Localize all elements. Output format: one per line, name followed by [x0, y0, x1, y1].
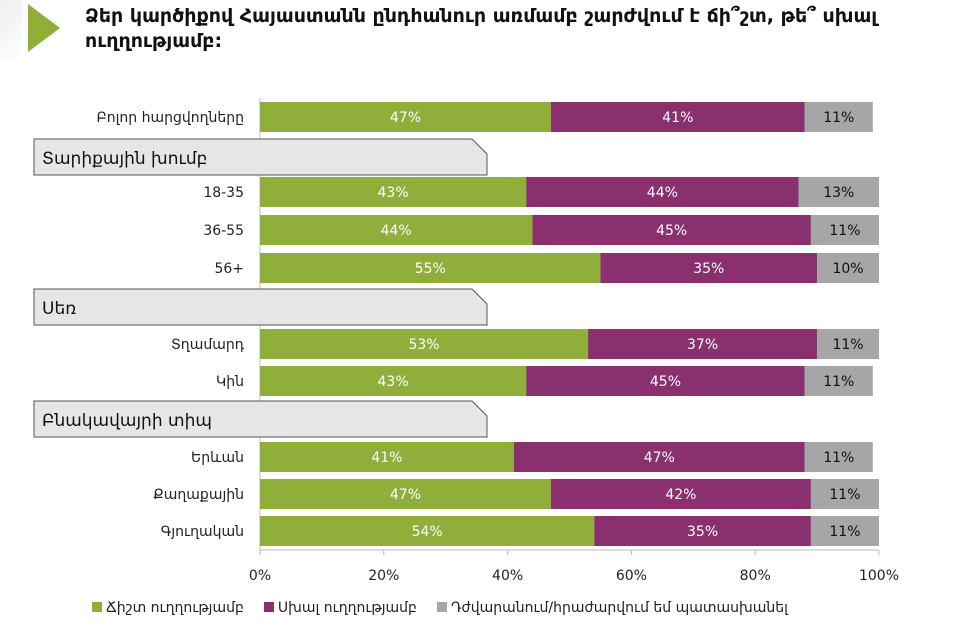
- bar-segment: [550, 102, 805, 132]
- data-label: 11%: [829, 223, 860, 239]
- legend-swatch: [436, 602, 447, 612]
- bar-segment: [260, 329, 589, 359]
- legend-item: Սխալ ուղղությամբ: [263, 600, 417, 616]
- chart-title: Ձեր կարծիքով Հայաստանն ընդհանուր առմամբ …: [85, 5, 878, 52]
- data-label: 44%: [647, 185, 678, 201]
- row-label: Երևան: [191, 450, 244, 466]
- bar-segment: [588, 329, 818, 359]
- data-label: 11%: [823, 374, 854, 390]
- x-tick-label: 0%: [249, 568, 271, 584]
- data-label: 11%: [829, 487, 860, 503]
- bar-segment: [260, 516, 595, 546]
- legend-item: Դժվարանում/հրաժարվում եմ պատասխանել: [436, 600, 788, 616]
- legend: Ճիշտ ուղղությամբ Սխալ ուղղությամբ Դժվարանո…: [92, 600, 788, 616]
- bar-segment: [810, 516, 879, 546]
- x-tick-label: 100%: [859, 568, 899, 584]
- data-label: 35%: [693, 261, 724, 277]
- row-label: Կին: [216, 374, 244, 390]
- bar-segment: [594, 516, 811, 546]
- data-label: 54%: [412, 524, 443, 540]
- section-header: [33, 288, 488, 326]
- bar-segment: [804, 366, 873, 396]
- data-label: 10%: [832, 261, 863, 277]
- data-label: 55%: [415, 261, 446, 277]
- row-label: 56+: [214, 261, 244, 277]
- x-tick-label: 60%: [616, 568, 647, 584]
- section-header: [33, 400, 488, 438]
- data-label: 41%: [371, 450, 402, 466]
- section-header: [33, 138, 488, 176]
- bar-segment: [526, 366, 805, 396]
- data-label: 53%: [408, 337, 439, 353]
- bar-segment: [260, 479, 551, 509]
- bar-segment: [260, 102, 551, 132]
- data-label: 43%: [378, 185, 409, 201]
- data-label: 11%: [823, 450, 854, 466]
- data-label: 13%: [823, 185, 854, 201]
- bar-segment: [810, 479, 879, 509]
- bar-segment: [804, 102, 873, 132]
- bar-segment: [817, 329, 879, 359]
- data-label: 47%: [644, 450, 675, 466]
- bar-segment: [600, 253, 818, 283]
- data-label: 41%: [662, 110, 693, 126]
- data-label: 11%: [829, 524, 860, 540]
- row-label: Բոլոր հարցվողները: [97, 110, 245, 126]
- bar-segment: [550, 479, 811, 509]
- data-label: 43%: [378, 374, 409, 390]
- legend-label: Ճիշտ ուղղությամբ: [106, 600, 244, 616]
- data-label: 37%: [687, 337, 718, 353]
- row-label: Տղամարդ: [171, 337, 245, 353]
- decorative-corner: [0, 0, 22, 60]
- bar-segment: [817, 253, 879, 283]
- bar-segment: [804, 442, 873, 472]
- data-label: 47%: [390, 487, 421, 503]
- arrow-icon: [28, 4, 60, 52]
- bar-segment: [532, 215, 811, 245]
- stacked-bar-chart: 0% 20% 40% 60% 80% 100% Բոլոր հարցվողները 47% 41…: [33, 98, 899, 584]
- row-label: 36-55: [203, 223, 244, 239]
- bar-segment: [810, 215, 879, 245]
- section-label: Տարիքային խումբ: [42, 149, 207, 169]
- bar-segment: [260, 253, 601, 283]
- bar-segment: [513, 442, 805, 472]
- data-label: 11%: [823, 110, 854, 126]
- section-label: Սեռ: [42, 299, 76, 319]
- section-label: Բնակավայրի տիպ: [42, 411, 212, 431]
- legend-label: Դժվարանում/հրաժարվում եմ պատասխանել: [450, 600, 788, 616]
- legend-item: Ճիշտ ուղղությամբ: [92, 600, 244, 616]
- data-label: 45%: [656, 223, 687, 239]
- x-tick-label: 80%: [740, 568, 771, 584]
- data-label: 11%: [832, 337, 863, 353]
- x-tick-label: 40%: [492, 568, 523, 584]
- bar-segment: [260, 366, 527, 396]
- bar-segment: [798, 177, 879, 207]
- bar-segment: [260, 215, 533, 245]
- data-label: 42%: [665, 487, 696, 503]
- data-label: 35%: [687, 524, 718, 540]
- data-label: 47%: [390, 110, 421, 126]
- legend-swatch: [92, 602, 102, 612]
- bar-segment: [260, 442, 514, 472]
- data-label: 45%: [650, 374, 681, 390]
- row-label: Քաղաքային: [153, 487, 244, 503]
- x-tick-label: 20%: [368, 568, 399, 584]
- row-label: Գյուղական: [161, 524, 244, 540]
- row-label: 18-35: [203, 185, 244, 201]
- legend-swatch: [263, 602, 274, 612]
- bar-segment: [260, 177, 527, 207]
- data-label: 44%: [381, 223, 412, 239]
- legend-label: Սխալ ուղղությամբ: [277, 600, 417, 616]
- bar-segment: [526, 177, 799, 207]
